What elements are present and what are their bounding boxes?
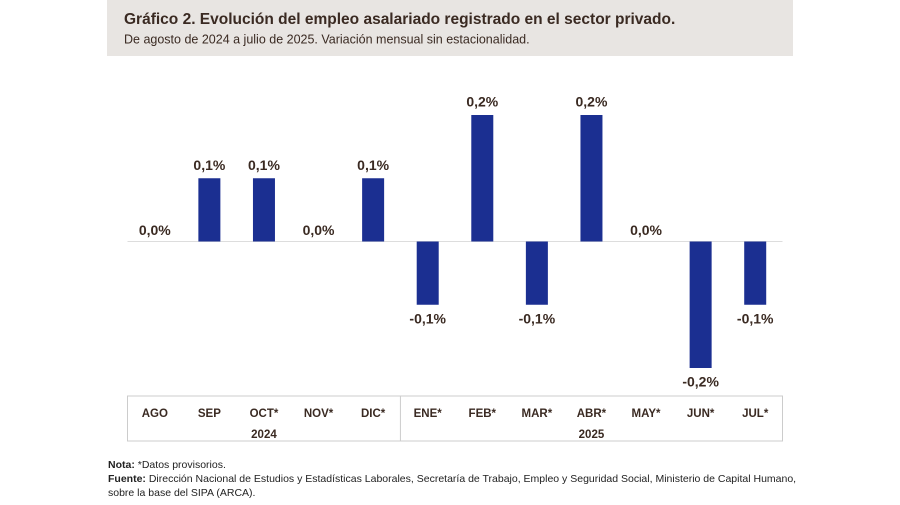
value-label: 0,1% (357, 157, 389, 173)
bar (362, 178, 385, 242)
chart: Gráfico 2. Evolución del empleo asalaria… (107, 0, 793, 442)
chart-title: Gráfico 2. Evolución del empleo asalaria… (124, 11, 675, 28)
x-tick-label: MAY* (632, 408, 661, 420)
value-label: -0,1% (737, 310, 774, 326)
note-label: Nota: (108, 459, 135, 471)
group-label: 2024 (251, 429, 277, 441)
bar (525, 241, 548, 305)
x-tick-label: DIC* (361, 408, 386, 420)
value-label: -0,1% (519, 310, 556, 326)
value-label: -0,2% (682, 374, 719, 390)
value-label: 0,2% (575, 94, 607, 110)
value-label: 0,2% (466, 94, 498, 110)
bar (580, 115, 603, 242)
group-label: 2025 (579, 429, 605, 441)
x-tick-label: SEP (198, 408, 221, 420)
value-label: -0,1% (409, 310, 446, 326)
bar (416, 241, 439, 305)
value-label: 0,0% (630, 222, 662, 238)
x-tick-label: FEB* (469, 408, 497, 420)
x-tick-label: OCT* (250, 408, 279, 420)
source-label: Fuente: (108, 473, 146, 485)
x-tick-label: AGO (142, 408, 168, 420)
value-label: 0,0% (139, 222, 171, 238)
x-tick-label: NOV* (304, 408, 334, 420)
source-text: Dirección Nacional de Estudios y Estadís… (108, 473, 797, 499)
bar (744, 241, 767, 305)
bar (198, 178, 221, 242)
x-tick-label: ABR* (577, 408, 607, 420)
x-tick-label: JUN* (687, 408, 715, 420)
value-label: 0,1% (193, 157, 225, 173)
x-tick-label: ENE* (414, 408, 443, 420)
chart-subtitle: De agosto de 2024 a julio de 2025. Varia… (124, 32, 530, 46)
value-label: 0,1% (248, 157, 280, 173)
source: Fuente: Dirección Nacional de Estudios y… (108, 472, 798, 500)
x-tick-label: JUL* (742, 408, 769, 420)
notes: Nota: *Datos provisorios. Fuente: Direcc… (108, 458, 798, 500)
bar (689, 241, 712, 368)
header-box (107, 0, 793, 56)
x-tick-label: MAR* (522, 408, 553, 420)
note: Nota: *Datos provisorios. (108, 458, 798, 472)
bar (471, 115, 494, 242)
bar (252, 178, 275, 242)
value-label: 0,0% (303, 222, 335, 238)
note-text: *Datos provisorios. (137, 459, 226, 471)
